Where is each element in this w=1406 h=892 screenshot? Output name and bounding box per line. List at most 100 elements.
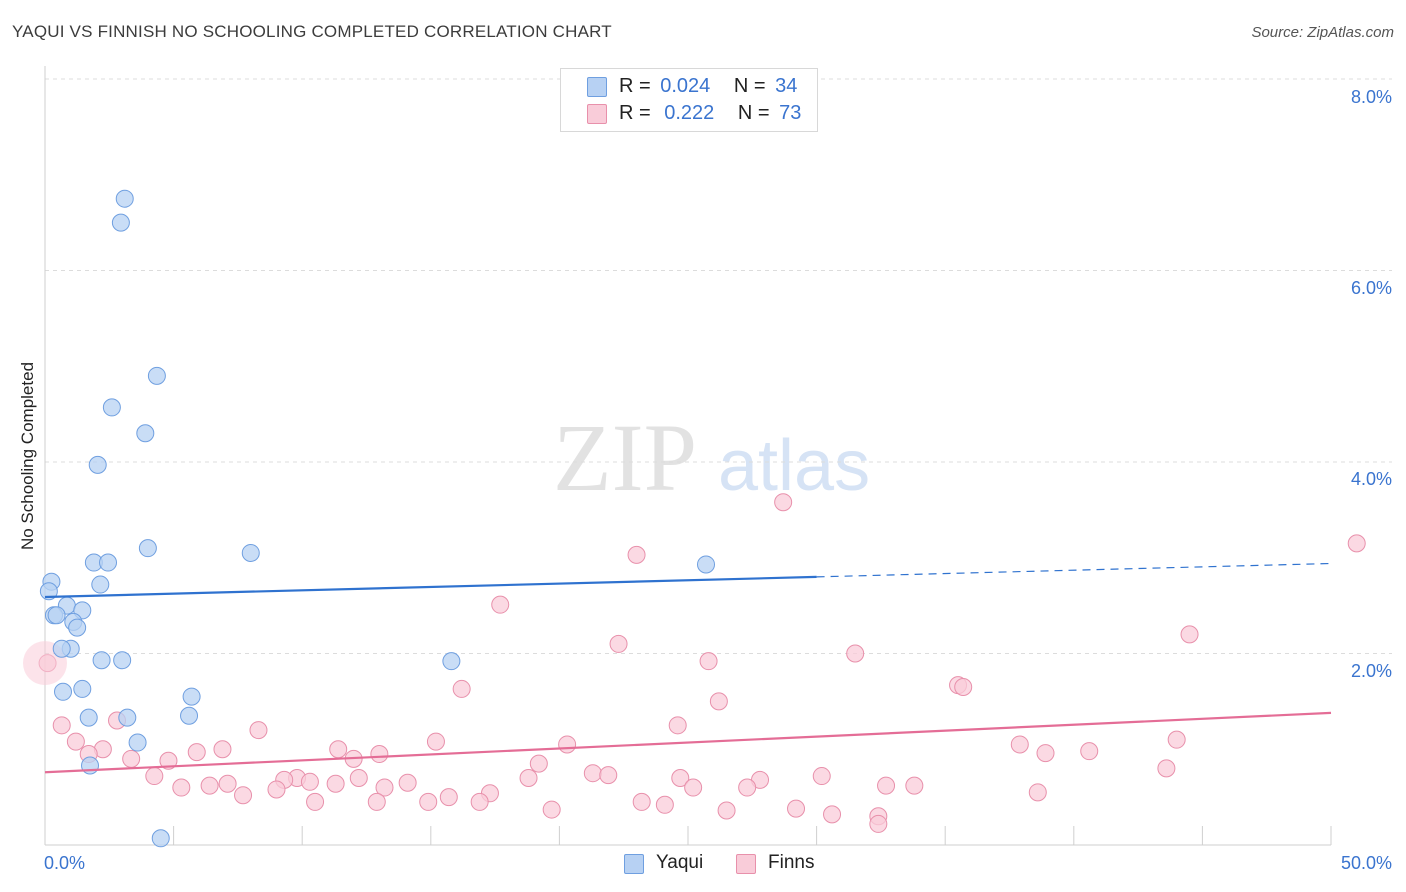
yaqui-legend-label: Yaqui	[656, 852, 704, 873]
finns-point	[213, 740, 232, 759]
source-credit: Source: ZipAtlas.com	[1251, 24, 1394, 41]
yaqui-point	[113, 651, 132, 670]
finns-point	[398, 773, 417, 792]
finns-point	[1180, 625, 1199, 644]
finns-point	[367, 792, 386, 811]
finns-point	[671, 768, 690, 787]
watermark-atlas: atlas	[718, 426, 870, 506]
finns-trend-line	[44, 711, 1332, 774]
y-tick-label-6: 6.0%	[1350, 278, 1392, 298]
finns-point	[1167, 730, 1186, 749]
finns-point	[717, 801, 736, 820]
finns-point	[699, 652, 718, 671]
n-label: N =	[737, 102, 770, 124]
x-tick-marks	[173, 826, 1332, 845]
finns-point	[370, 745, 389, 764]
finns-point	[519, 768, 538, 787]
r-label: R =	[619, 75, 651, 97]
finns-point	[145, 767, 164, 786]
finns-point	[668, 716, 687, 735]
yaqui-point	[182, 687, 201, 706]
finns-point	[1347, 534, 1366, 553]
finns-point	[632, 792, 651, 811]
finns-point	[66, 732, 85, 751]
watermark-zip: ZIP	[553, 404, 697, 511]
finns-point	[426, 732, 445, 751]
trend-lines	[44, 562, 1332, 774]
n-label: N =	[733, 75, 766, 97]
finns-point	[627, 545, 646, 564]
finns-point	[774, 493, 793, 512]
x-tick-label-min: 0.0%	[44, 853, 86, 873]
finns-point	[1157, 759, 1176, 778]
finns-point	[1028, 783, 1047, 802]
yaqui-point	[54, 682, 73, 701]
finns-point	[470, 792, 489, 811]
yaqui-swatch	[587, 77, 607, 97]
legend-yaqui-text: R = 0.024 N = 34	[619, 75, 797, 98]
yaqui-point	[111, 213, 130, 232]
x-tick-label-max: 50.0%	[1340, 853, 1392, 873]
finns-point	[583, 764, 602, 783]
finns-point	[234, 786, 253, 805]
finns-point	[452, 679, 471, 698]
finns-point	[218, 774, 237, 793]
finns-legend-label: Finns	[768, 852, 815, 873]
n-value: 73	[779, 102, 802, 124]
finns-point	[877, 776, 896, 795]
finns-point	[558, 735, 577, 754]
finns-point	[529, 754, 548, 773]
r-label: R =	[619, 102, 651, 124]
yaqui-point	[88, 455, 107, 474]
finns-point	[709, 692, 728, 711]
correlation-legend: R = 0.024 N = 34 R = 0.222 N = 73	[560, 68, 818, 132]
finns-point	[812, 767, 831, 786]
finns-point	[609, 634, 628, 653]
yaqui-point	[128, 733, 147, 752]
yaqui-point	[39, 582, 58, 601]
yaqui-point	[697, 555, 716, 574]
yaqui-trend-extension	[816, 562, 1332, 578]
gridlines	[45, 78, 1392, 654]
finns-point	[491, 595, 510, 614]
finns-point	[419, 792, 438, 811]
finns-point	[249, 721, 268, 740]
yaqui-point	[47, 606, 66, 625]
finns-points	[23, 493, 1366, 833]
finns-point	[300, 772, 319, 791]
finns-point	[869, 814, 888, 833]
yaqui-point	[91, 575, 110, 594]
finns-point	[52, 716, 71, 735]
yaqui-point	[136, 424, 155, 443]
y-tick-label-8: 8.0%	[1350, 87, 1392, 107]
yaqui-point	[138, 539, 157, 558]
finns-point	[1010, 735, 1029, 754]
finns-point	[846, 644, 865, 663]
finns-point	[159, 751, 178, 770]
yaqui-point	[151, 829, 170, 848]
finns-point	[738, 778, 757, 797]
yaqui-point	[118, 708, 137, 727]
legend-finns-text: R = 0.222 N = 73	[619, 102, 801, 125]
finns-point	[326, 774, 345, 793]
chart-title: YAQUI VS FINNISH NO SCHOOLING COMPLETED …	[12, 22, 612, 41]
yaqui-point	[73, 679, 92, 698]
finns-point	[684, 778, 703, 797]
finns-point	[439, 788, 458, 807]
finns-point	[122, 749, 141, 768]
finns-point	[655, 795, 674, 814]
yaqui-point	[92, 651, 111, 670]
watermark: ZIP atlas	[553, 404, 870, 511]
yaqui-point	[442, 652, 461, 671]
finns-point	[349, 768, 368, 787]
finns-point	[187, 743, 206, 762]
finns-point	[1080, 742, 1099, 761]
n-value: 34	[775, 75, 798, 97]
yaqui-point	[52, 639, 71, 658]
yaqui-point	[68, 618, 87, 637]
finns-point	[306, 792, 325, 811]
yaqui-point	[180, 706, 199, 725]
yaqui-point	[79, 708, 98, 727]
yaqui-point	[102, 398, 121, 417]
